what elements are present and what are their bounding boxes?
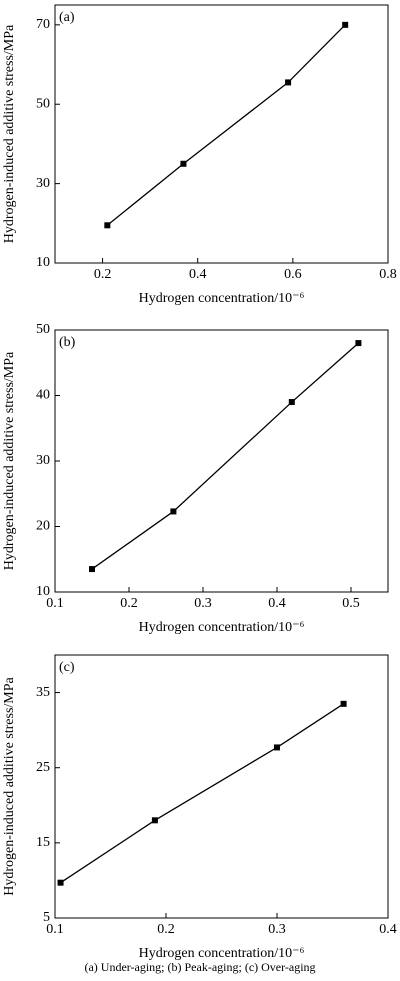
data-point xyxy=(288,399,295,406)
data-point xyxy=(57,879,64,886)
data-point xyxy=(170,508,177,515)
y-tick-label: 35 xyxy=(36,685,50,700)
x-tick-label: 0.2 xyxy=(157,922,175,937)
data-point xyxy=(89,566,95,573)
y-tick-label: 30 xyxy=(36,176,50,191)
data-point xyxy=(340,700,347,707)
y-axis-label: Hydrogen-induced additive stress/MPa xyxy=(2,24,17,243)
y-tick-label: 50 xyxy=(36,96,50,111)
x-tick-label: 0.4 xyxy=(268,596,286,611)
data-point xyxy=(151,817,158,824)
data-point xyxy=(355,340,362,347)
data-point xyxy=(274,744,280,751)
x-axis-label: Hydrogen concentration/10⁻⁶ xyxy=(139,291,305,306)
y-tick-label: 15 xyxy=(36,835,50,850)
y-tick-label: 10 xyxy=(36,255,50,270)
y-tick-label: 40 xyxy=(36,388,50,403)
y-tick-label: 70 xyxy=(36,17,50,32)
x-axis-label: Hydrogen concentration/10⁻⁶ xyxy=(139,946,305,961)
y-tick-label: 20 xyxy=(36,519,50,534)
data-point xyxy=(285,79,292,86)
plot-frame xyxy=(54,329,389,593)
caption: (a) Under-aging; (b) Peak-aging; (c) Ove… xyxy=(84,960,315,974)
y-tick-label: 5 xyxy=(43,910,50,925)
x-tick-label: 0.4 xyxy=(189,267,207,282)
data-point xyxy=(180,160,187,167)
data-line xyxy=(106,24,346,226)
data-line xyxy=(60,703,344,884)
panel-label: (a) xyxy=(59,10,75,25)
data-point xyxy=(342,21,349,28)
plot-frame xyxy=(54,4,389,264)
y-axis-label: Hydrogen-induced additive stress/MPa xyxy=(2,676,17,895)
x-tick-label: 0.2 xyxy=(94,267,112,282)
x-tick-label: 0.5 xyxy=(342,596,360,611)
x-tick-label: 0.6 xyxy=(284,267,302,282)
y-tick-label: 30 xyxy=(36,453,50,468)
x-tick-label: 0.3 xyxy=(194,596,212,611)
x-tick-label: 0.1 xyxy=(46,922,64,937)
y-tick-label: 50 xyxy=(36,322,50,337)
data-point xyxy=(104,222,111,229)
x-tick-label: 0.1 xyxy=(46,596,64,611)
x-tick-label: 0.4 xyxy=(379,922,397,937)
x-tick-label: 0.2 xyxy=(120,596,138,611)
panel-label: (c) xyxy=(59,660,75,675)
x-axis-label: Hydrogen concentration/10⁻⁶ xyxy=(139,620,305,635)
x-tick-label: 0.3 xyxy=(268,922,286,937)
x-tick-label: 0.8 xyxy=(379,267,397,282)
y-axis-label: Hydrogen-induced additive stress/MPa xyxy=(2,351,17,570)
data-line xyxy=(91,342,359,570)
panel-label: (b) xyxy=(59,335,76,350)
plot-frame xyxy=(54,654,389,919)
y-tick-label: 10 xyxy=(36,584,50,599)
y-tick-label: 25 xyxy=(36,760,50,775)
